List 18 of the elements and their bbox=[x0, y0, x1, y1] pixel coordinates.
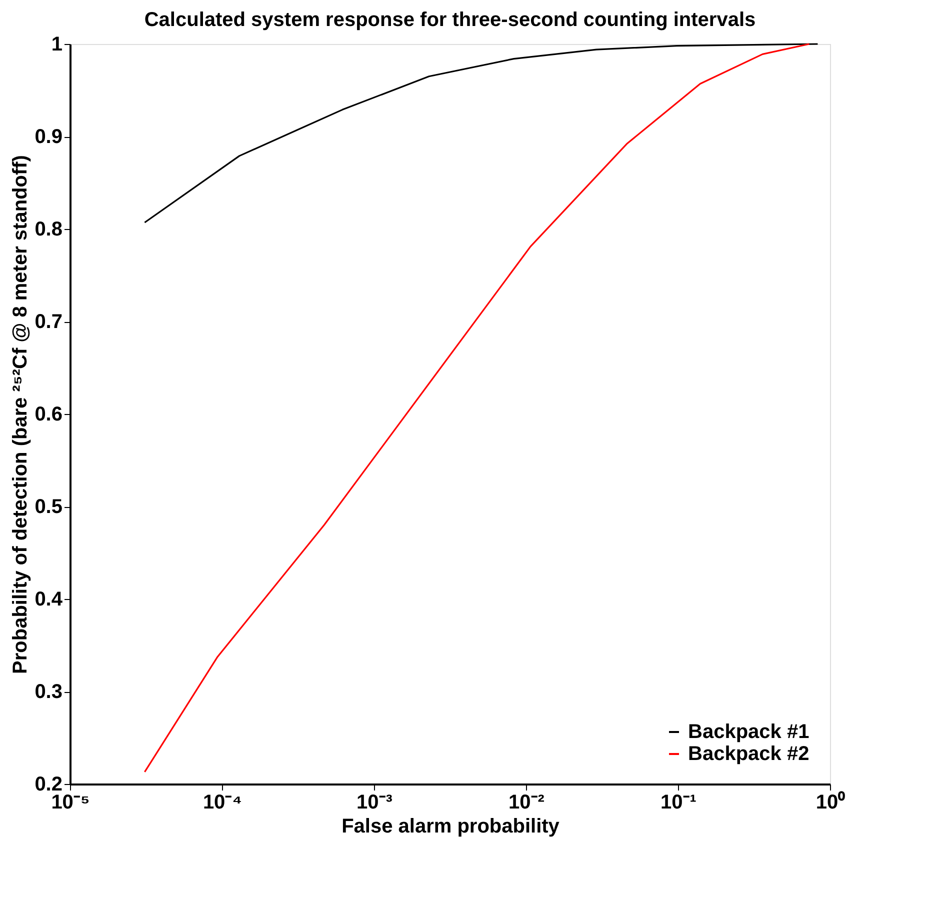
x-tick-label: 10⁻² bbox=[508, 792, 545, 814]
y-tick-label: 0.7 bbox=[34, 311, 62, 333]
y-axis-title: Probability of detection (bare ²⁵²Cf @ 8 meter standoff) bbox=[10, 155, 32, 674]
legend-label: Backpack #1 bbox=[688, 721, 810, 743]
x-tick-label: 10⁰ bbox=[816, 790, 846, 814]
chart-title: Calculated system response for three-second counting intervals bbox=[144, 9, 756, 31]
legend-label: Backpack #2 bbox=[688, 743, 810, 765]
y-tick-label: 0.4 bbox=[34, 588, 64, 610]
y-tick-label: 1 bbox=[51, 34, 62, 56]
x-tick-label: 10⁻¹ bbox=[660, 792, 697, 814]
x-axis-title: False alarm probability bbox=[342, 816, 560, 838]
y-tick-label: 0.3 bbox=[34, 681, 62, 703]
y-tick-label: 0.5 bbox=[34, 496, 62, 518]
x-tick-label: 10⁻³ bbox=[356, 792, 393, 814]
y-tick-label: 0.8 bbox=[34, 218, 62, 240]
x-tick-label: 10⁻⁴ bbox=[202, 792, 242, 814]
y-tick-label: 0.6 bbox=[34, 404, 62, 426]
y-tick-label: 0.9 bbox=[34, 126, 62, 148]
